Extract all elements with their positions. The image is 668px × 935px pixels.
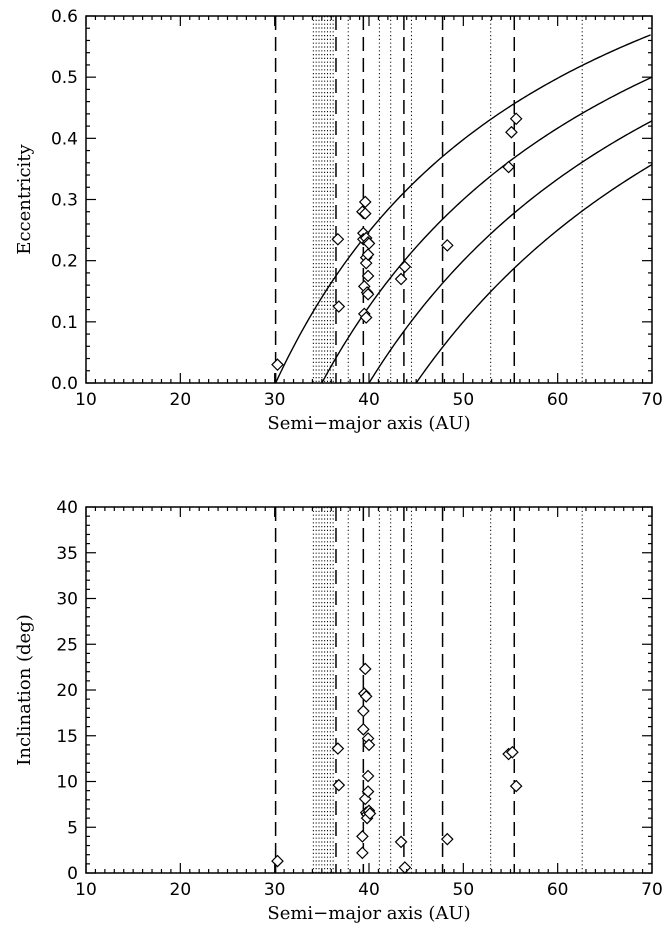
data-point: [506, 745, 519, 759]
data-point: [356, 722, 370, 736]
x-tick-label: 50: [453, 390, 475, 410]
axis-ticks: [85, 15, 653, 384]
y-tick-label: 25: [56, 635, 78, 655]
y-tick-label: 0.3: [51, 191, 78, 211]
data-point: [356, 830, 369, 843]
x-axis-title: Semi−major axis (AU): [267, 903, 470, 924]
data-point: [359, 690, 373, 703]
y-tick-label: 0.5: [51, 68, 78, 88]
data-points: [271, 662, 523, 874]
y-tick-label: 5: [67, 818, 78, 838]
data-point: [356, 846, 369, 860]
y-tick-label: 0.1: [51, 313, 78, 333]
data-point: [356, 704, 370, 718]
y-tick-label: 10: [56, 773, 78, 793]
data-point: [505, 125, 518, 139]
x-tick-label: 30: [264, 390, 286, 410]
data-point: [271, 358, 284, 371]
x-tick-labels: 10 20 30 40 50 60 70: [75, 390, 663, 410]
y-axis-title: Eccentricity: [14, 143, 35, 254]
data-point: [358, 207, 372, 220]
data-point: [398, 861, 412, 874]
data-point: [509, 112, 523, 126]
x-tick-label: 70: [641, 390, 663, 410]
x-tick-label: 30: [264, 880, 286, 900]
y-tick-label: 0.0: [51, 374, 78, 394]
data-point: [440, 239, 454, 252]
data-point: [363, 807, 377, 820]
data-point: [331, 232, 345, 246]
x-tick-labels: 10 20 30 40 50 60 70: [75, 880, 663, 900]
data-point: [358, 662, 372, 676]
y-tick-label: 0: [67, 864, 78, 884]
data-point: [361, 269, 375, 283]
y-tick-label: 30: [56, 590, 78, 610]
x-tick-label: 20: [170, 880, 192, 900]
data-point: [362, 237, 376, 250]
x-tick-label: 50: [453, 880, 475, 900]
y-tick-label: 20: [56, 681, 78, 701]
data-point: [358, 195, 372, 209]
y-tick-label: 40: [56, 498, 78, 518]
y-tick-label: 15: [56, 727, 78, 747]
data-point: [398, 260, 412, 274]
eccentricity-panel: 10 20 30 40 50 60 70 0.0 0.1 0.2 0.3 0.4 0.5 0.6 Sem…: [14, 7, 663, 434]
perihelion-curve: [321, 76, 653, 384]
data-point: [394, 835, 408, 849]
y-tick-labels: 0.0 0.1 0.2 0.3 0.4 0.5 0.6: [51, 7, 78, 394]
perihelion-curves: [274, 34, 653, 384]
data-point: [361, 785, 375, 798]
data-points: [271, 112, 523, 371]
data-point: [502, 160, 515, 174]
perihelion-curve: [368, 120, 653, 384]
data-point: [509, 779, 523, 793]
x-tick-label: 40: [358, 390, 380, 410]
x-tick-label: 40: [358, 880, 380, 900]
data-point: [271, 854, 284, 868]
y-tick-label: 35: [56, 544, 78, 564]
resonance-lines: [274, 507, 583, 873]
inclination-panel: 10 20 30 40 50 60 70 0 5 10 15 20 25 30 35 40 Semi−maj…: [14, 498, 663, 924]
y-tick-label: 0.4: [51, 129, 78, 149]
axis-ticks: [85, 506, 653, 874]
data-point: [394, 272, 408, 286]
x-tick-label: 70: [641, 880, 663, 900]
x-tick-label: 60: [547, 390, 569, 410]
x-tick-label: 10: [75, 390, 97, 410]
x-tick-label: 10: [75, 880, 97, 900]
y-tick-labels: 0 5 10 15 20 25 30 35 40: [56, 498, 78, 884]
x-tick-label: 60: [547, 880, 569, 900]
data-point: [359, 311, 373, 324]
y-axis-title: Inclination (deg): [14, 614, 35, 766]
data-point: [332, 300, 346, 313]
y-tick-label: 0.6: [51, 7, 78, 27]
data-point: [361, 248, 375, 261]
perihelion-curve: [415, 163, 653, 384]
data-point: [359, 256, 373, 270]
y-tick-label: 0.2: [51, 252, 78, 272]
x-tick-label: 20: [170, 390, 192, 410]
data-point: [332, 778, 346, 792]
resonance-lines: [274, 16, 583, 383]
perihelion-curve: [274, 34, 651, 384]
data-point: [361, 287, 375, 301]
x-axis-title: Semi−major axis (AU): [267, 413, 470, 434]
data-point: [362, 738, 376, 752]
data-point: [331, 742, 345, 755]
data-point: [440, 832, 454, 846]
data-point: [361, 769, 375, 783]
